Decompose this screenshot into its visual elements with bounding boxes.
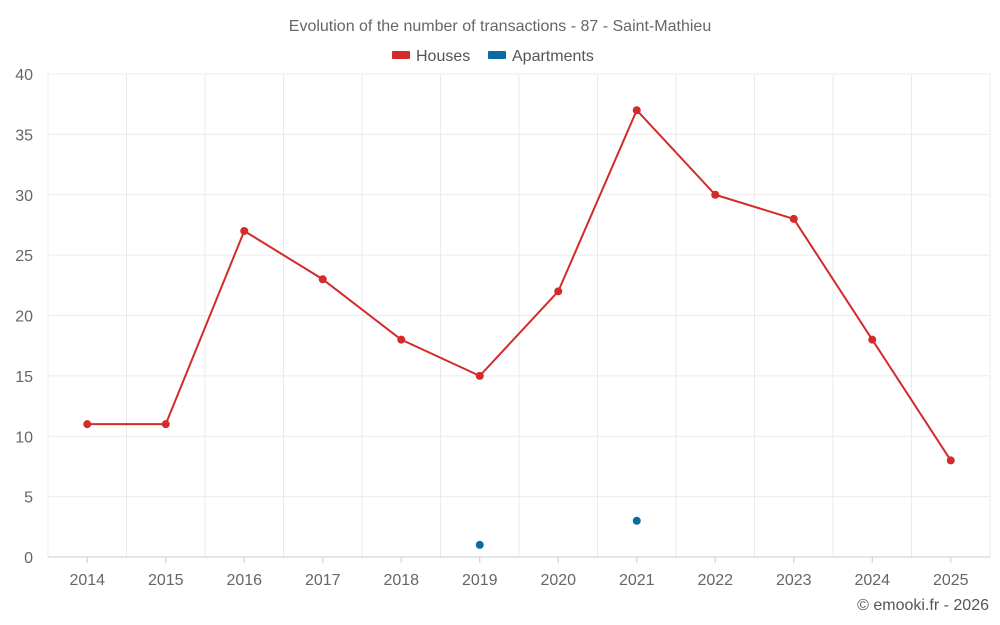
x-tick-label: 2020 [540,572,576,589]
x-tick-label: 2022 [697,572,733,589]
y-tick-label: 20 [15,309,33,326]
y-tick-label: 15 [15,369,33,386]
x-tick-label: 2021 [619,572,655,589]
data-point-houses[interactable] [711,190,720,199]
y-tick-label: 25 [15,248,33,265]
data-point-houses[interactable] [240,226,249,235]
y-axis-ticks: 0 5 10 15 20 25 30 35 40 [15,67,33,567]
legend-swatch-apartments [488,51,506,59]
series-line-houses [87,109,952,461]
y-tick-label: 30 [15,188,33,205]
data-point-houses[interactable] [161,420,170,429]
data-point-houses[interactable] [946,456,955,465]
legend-item-houses[interactable]: Houses [392,48,470,65]
y-tick-label: 35 [15,127,33,144]
data-point-houses[interactable] [554,287,563,296]
credit-text: © emooki.fr - 2026 [857,597,989,614]
x-tick-label: 2017 [305,572,341,589]
x-tick-label: 2024 [854,572,890,589]
gridlines [47,73,991,557]
data-point-apartments[interactable] [475,540,484,549]
data-point-houses[interactable] [789,214,798,223]
data-point-houses[interactable] [318,275,327,284]
data-point-apartments[interactable] [632,516,641,525]
legend-label-houses: Houses [416,48,470,65]
data-point-houses[interactable] [475,371,484,380]
x-tick-label: 2025 [933,572,969,589]
x-tick-label: 2014 [69,572,105,589]
data-point-houses[interactable] [397,335,406,344]
legend-item-apartments[interactable]: Apartments [488,48,594,65]
x-tick-label: 2019 [462,572,498,589]
series [83,106,955,549]
x-tick-label: 2018 [383,572,419,589]
x-tick-label: 2016 [226,572,262,589]
data-point-houses[interactable] [868,335,877,344]
y-tick-label: 10 [15,429,33,446]
legend: Houses Apartments [392,48,594,65]
y-tick-label: 0 [24,550,33,567]
x-tick-label: 2015 [148,572,184,589]
x-tick-label: 2023 [776,572,812,589]
y-tick-label: 40 [15,67,33,84]
x-axis-ticks: 2014 2015 2016 2017 2018 2019 2020 2021 2022 2023… [69,557,969,589]
data-point-houses[interactable] [83,420,92,429]
data-point-houses[interactable] [632,106,641,115]
legend-swatch-houses [392,51,410,59]
chart-title: Evolution of the number of transactions … [289,18,711,35]
y-tick-label: 5 [24,490,33,507]
legend-label-apartments: Apartments [512,48,594,65]
